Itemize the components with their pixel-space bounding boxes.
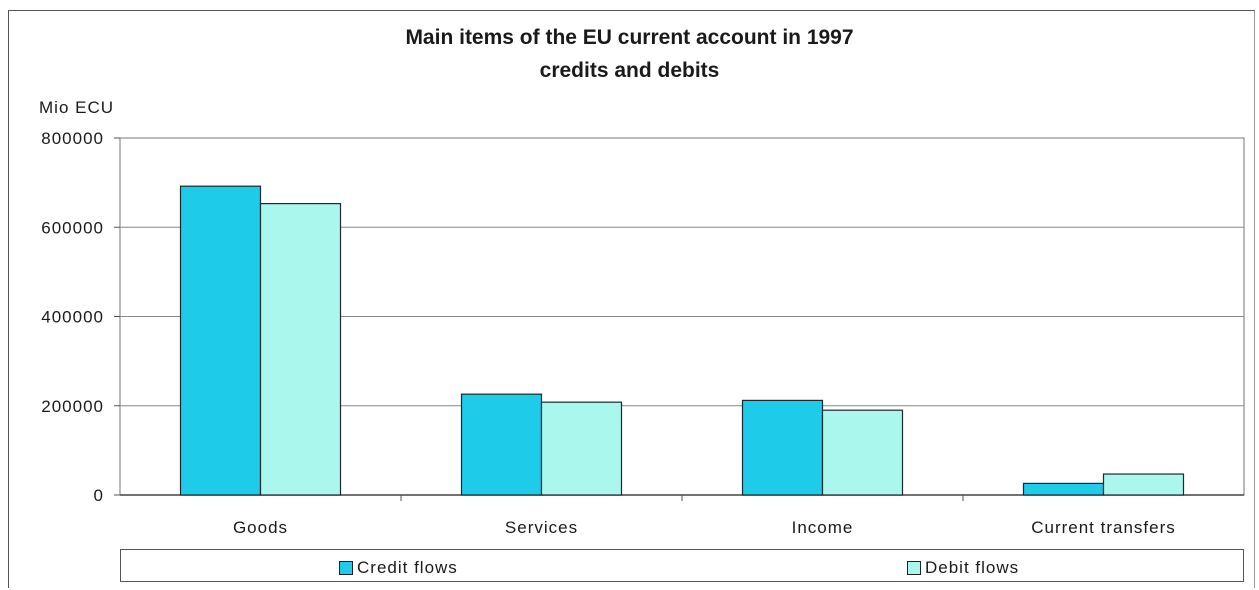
legend-item-credit: Credit flows xyxy=(339,558,458,578)
bar-credit xyxy=(460,393,543,496)
x-tick-label: Income xyxy=(792,518,854,537)
x-tick-label: Current transfers xyxy=(1031,518,1176,537)
legend-label-credit: Credit flows xyxy=(357,558,458,577)
bar-debit xyxy=(259,202,342,496)
chart-frame xyxy=(8,10,1255,588)
bar-debit xyxy=(1102,473,1185,496)
y-tick-label: 600000 xyxy=(41,218,104,237)
y-tick-label: 800000 xyxy=(41,129,104,148)
bar-debit xyxy=(540,401,623,496)
legend-label-debit: Debit flows xyxy=(925,558,1020,577)
chart-subtitle: credits and debits xyxy=(539,59,720,82)
legend-swatch-credit xyxy=(339,561,353,575)
x-tick-label: Services xyxy=(505,518,578,537)
legend-swatch-debit xyxy=(907,561,921,575)
y-tick-label: 200000 xyxy=(41,397,104,416)
bar-credit xyxy=(741,399,824,496)
bar-credit xyxy=(1022,482,1105,496)
y-tick-label: 0 xyxy=(94,486,104,505)
legend: Credit flows Debit flows xyxy=(120,549,1244,582)
y-tick-label: 400000 xyxy=(41,308,104,327)
y-axis-label: Mio ECU xyxy=(39,98,115,117)
bar-credit xyxy=(179,185,262,496)
chart-title: Main items of the EU current account in … xyxy=(405,26,854,49)
bar-debit xyxy=(821,409,904,496)
legend-item-debit: Debit flows xyxy=(907,558,1019,578)
x-tick-label: Goods xyxy=(233,518,288,537)
